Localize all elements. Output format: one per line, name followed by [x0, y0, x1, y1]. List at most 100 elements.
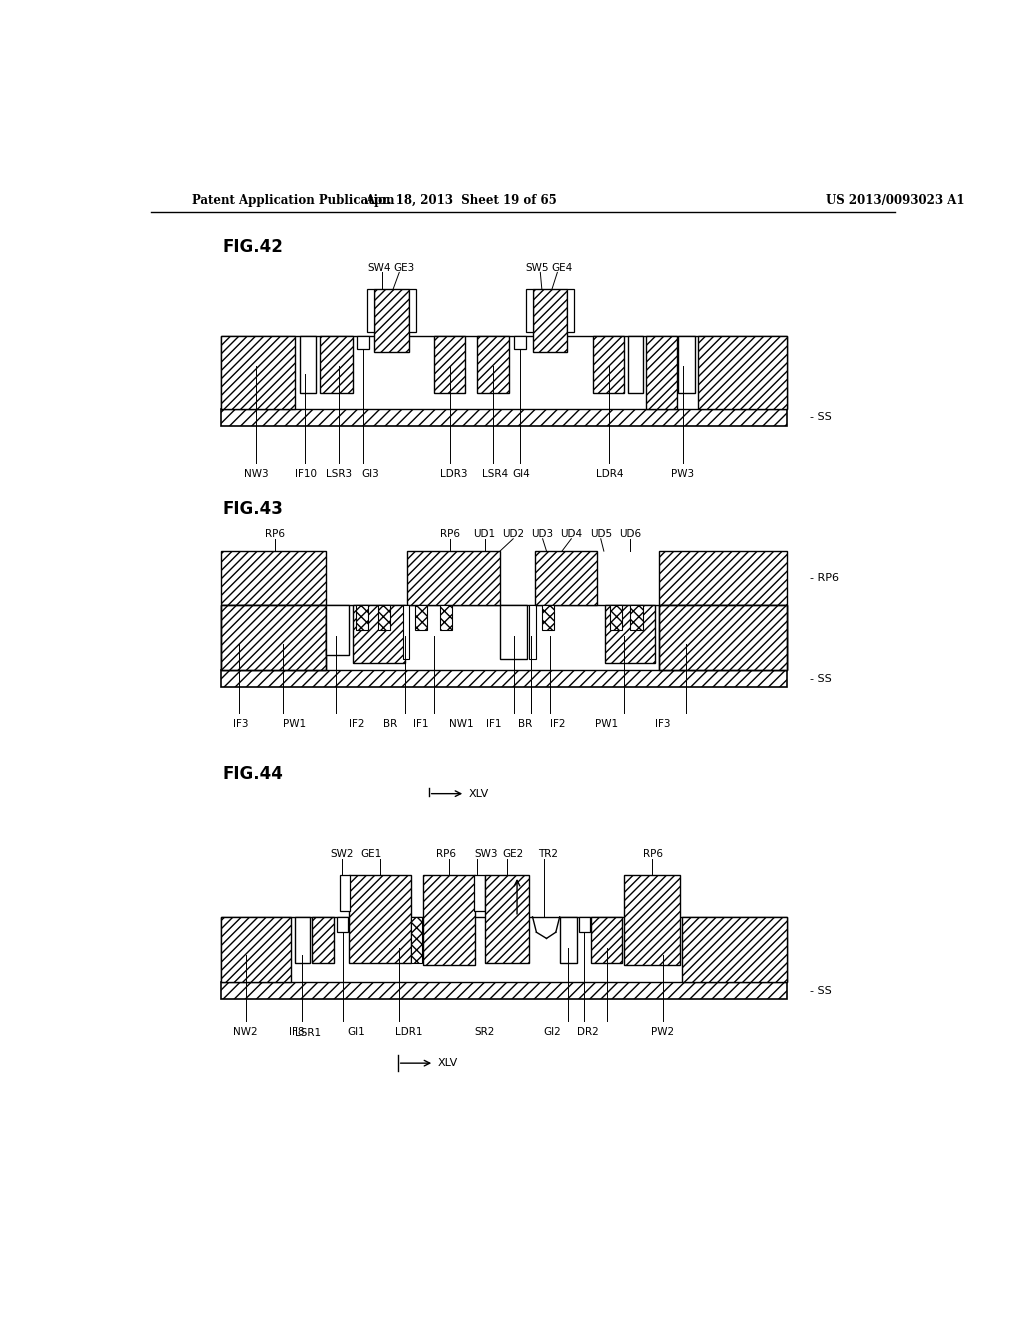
Bar — [221, 982, 786, 999]
Bar — [423, 874, 475, 965]
Bar — [221, 917, 786, 982]
Bar — [610, 605, 623, 630]
Bar — [592, 917, 623, 964]
Bar — [658, 552, 786, 605]
Bar — [434, 335, 465, 393]
Text: GE3: GE3 — [393, 263, 415, 273]
Bar — [240, 605, 252, 630]
Bar — [593, 335, 624, 393]
Bar — [535, 552, 597, 605]
Bar — [356, 605, 369, 630]
Bar — [526, 289, 534, 331]
Bar — [349, 875, 411, 964]
Text: PW1: PW1 — [283, 719, 306, 729]
Text: GE2: GE2 — [503, 849, 524, 859]
Bar — [567, 289, 574, 331]
Bar — [221, 671, 786, 688]
Text: IF3: IF3 — [232, 719, 248, 729]
Text: IF2: IF2 — [349, 719, 365, 729]
Text: TR2: TR2 — [538, 849, 558, 859]
Text: GI2: GI2 — [544, 1027, 561, 1038]
Text: LDR1: LDR1 — [395, 1027, 422, 1038]
Bar — [375, 289, 409, 352]
Text: UD1: UD1 — [473, 529, 496, 539]
Text: GI3: GI3 — [360, 469, 379, 479]
Text: NW3: NW3 — [244, 469, 268, 479]
Bar — [484, 875, 529, 964]
Text: PW2: PW2 — [651, 1027, 675, 1038]
Bar — [658, 605, 786, 671]
Text: GI1: GI1 — [348, 1027, 366, 1038]
Bar — [409, 289, 416, 331]
Bar — [403, 605, 410, 659]
Text: LDR4: LDR4 — [596, 469, 624, 479]
Text: DR2: DR2 — [578, 1027, 599, 1038]
Text: - SS: - SS — [810, 986, 831, 995]
Bar — [411, 917, 422, 964]
Bar — [356, 335, 369, 350]
Bar — [579, 917, 590, 932]
Text: IF2: IF2 — [550, 719, 566, 729]
Text: LSR4: LSR4 — [482, 469, 508, 479]
Bar — [646, 335, 677, 409]
Bar — [260, 605, 272, 630]
Bar — [378, 605, 390, 630]
Bar — [500, 605, 527, 659]
Bar — [630, 605, 643, 630]
Text: BR: BR — [383, 719, 397, 729]
Text: LSR3: LSR3 — [326, 469, 352, 479]
Bar — [221, 552, 326, 605]
Text: IF1: IF1 — [486, 719, 502, 729]
Text: PW3: PW3 — [672, 469, 694, 479]
Bar — [340, 875, 349, 911]
Bar — [542, 605, 554, 630]
Bar — [604, 605, 655, 663]
Text: RP6: RP6 — [643, 849, 664, 859]
Bar — [560, 917, 577, 964]
Bar — [682, 917, 786, 982]
Text: FIG.43: FIG.43 — [222, 500, 284, 517]
Text: LDR3: LDR3 — [439, 469, 467, 479]
Text: Apr. 18, 2013  Sheet 19 of 65: Apr. 18, 2013 Sheet 19 of 65 — [366, 194, 557, 207]
Text: - SS: - SS — [810, 412, 831, 422]
Bar — [221, 605, 326, 671]
Text: RP6: RP6 — [265, 529, 286, 539]
Bar — [221, 409, 786, 425]
Bar — [514, 335, 526, 350]
Text: BR: BR — [518, 719, 531, 729]
Text: Patent Application Publication: Patent Application Publication — [191, 194, 394, 207]
Bar — [295, 917, 310, 964]
Bar — [312, 917, 334, 964]
Bar — [326, 605, 349, 655]
Bar — [624, 874, 680, 965]
Bar — [300, 335, 315, 393]
Text: UD2: UD2 — [502, 529, 524, 539]
Text: XLV: XLV — [469, 788, 489, 799]
Bar — [678, 335, 695, 393]
Bar — [352, 605, 406, 663]
Text: SR2: SR2 — [474, 1027, 495, 1038]
Text: RP6: RP6 — [436, 849, 456, 859]
Bar — [477, 335, 509, 393]
Text: IF3: IF3 — [655, 719, 671, 729]
Bar — [221, 605, 326, 671]
Text: NW2: NW2 — [233, 1027, 258, 1038]
Bar — [697, 335, 786, 409]
Text: SW3: SW3 — [474, 849, 498, 859]
Bar — [658, 605, 786, 671]
Text: PW1: PW1 — [595, 719, 618, 729]
Bar — [321, 335, 352, 393]
Text: SW5: SW5 — [525, 263, 549, 273]
Text: LSR1: LSR1 — [295, 1028, 321, 1039]
Text: US 2013/0093023 A1: US 2013/0093023 A1 — [825, 194, 964, 207]
Bar — [368, 289, 375, 331]
Text: GI4: GI4 — [513, 469, 530, 479]
Bar — [221, 605, 786, 671]
Text: RP6: RP6 — [439, 529, 460, 539]
Text: UD6: UD6 — [620, 529, 641, 539]
Text: - RP6: - RP6 — [810, 573, 839, 583]
Bar — [337, 917, 348, 932]
Bar — [221, 335, 786, 409]
Bar — [529, 605, 536, 659]
Text: SW4: SW4 — [368, 263, 391, 273]
